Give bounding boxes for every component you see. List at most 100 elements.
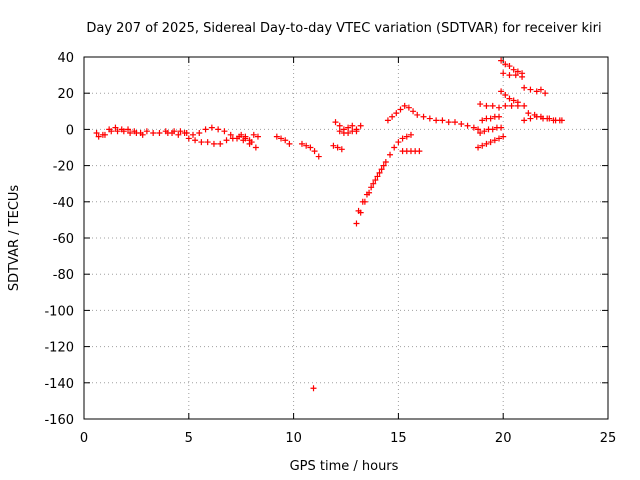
data-point <box>410 108 417 115</box>
data-point <box>204 139 211 146</box>
data-point <box>368 184 375 191</box>
data-point <box>353 220 360 227</box>
data-point <box>496 113 503 120</box>
data-point <box>506 63 513 70</box>
y-tick-label: -100 <box>44 304 74 319</box>
data-point <box>254 133 261 140</box>
data-point <box>278 135 285 142</box>
data-point <box>500 133 507 140</box>
data-point <box>372 177 379 184</box>
x-tick-label: 25 <box>600 431 617 446</box>
data-point <box>330 142 337 149</box>
data-point <box>512 72 519 79</box>
data-point <box>353 128 360 135</box>
data-point <box>196 130 203 137</box>
data-point <box>464 122 471 129</box>
data-point <box>156 130 163 137</box>
data-point <box>374 173 381 180</box>
data-point <box>338 146 345 153</box>
data-point <box>378 166 385 173</box>
y-tick-label: -20 <box>53 160 74 175</box>
data-point <box>489 126 496 133</box>
data-point <box>217 140 224 147</box>
data-point <box>282 137 289 144</box>
data-point <box>227 131 234 138</box>
data-point <box>498 124 505 131</box>
data-point <box>514 99 521 106</box>
data-point <box>380 162 387 169</box>
data-point <box>223 137 230 144</box>
data-point <box>496 135 503 142</box>
data-point <box>120 128 127 135</box>
y-tick-label: -60 <box>53 232 74 247</box>
data-point <box>481 128 488 135</box>
data-point <box>198 139 205 146</box>
y-tick-label: -160 <box>44 413 74 428</box>
data-point <box>527 115 534 122</box>
data-point <box>395 139 402 146</box>
data-point <box>387 151 394 158</box>
data-point <box>451 119 458 126</box>
data-point <box>496 104 503 111</box>
data-point <box>202 126 209 133</box>
data-point <box>185 135 192 142</box>
data-point <box>171 128 178 135</box>
data-point <box>525 110 532 117</box>
data-point <box>542 90 549 97</box>
data-point <box>336 128 343 135</box>
data-point <box>487 115 494 122</box>
data-point <box>393 110 400 117</box>
data-point <box>359 198 366 205</box>
data-point <box>414 111 421 118</box>
data-point <box>470 124 477 131</box>
data-point <box>433 117 440 124</box>
data-point <box>143 128 150 135</box>
grid-lines <box>84 57 608 419</box>
data-point <box>514 68 521 75</box>
data-point <box>242 133 249 140</box>
data-point <box>175 131 182 138</box>
plot-frame <box>83 56 609 420</box>
data-point <box>164 130 171 137</box>
data-point <box>112 124 119 131</box>
data-point <box>399 135 406 142</box>
data-point <box>521 117 528 124</box>
data-point <box>477 130 484 137</box>
data-point <box>183 130 190 137</box>
data-point <box>521 84 528 91</box>
data-point <box>405 104 412 111</box>
data-point <box>238 131 245 138</box>
data-point <box>93 130 100 137</box>
data-point <box>252 144 259 151</box>
y-tick-label: 20 <box>57 87 74 102</box>
data-point <box>286 140 293 147</box>
data-point <box>416 148 423 155</box>
data-point <box>150 130 157 137</box>
data-point <box>483 140 490 147</box>
data-point <box>334 144 341 151</box>
tick-labels: 0 5 10 15 20 25 40 20 0 -20 -40 -60 -80 -100 -120 -140 -… <box>44 51 616 446</box>
data-point <box>510 66 517 73</box>
data-point <box>479 117 486 124</box>
y-tick-label: -80 <box>53 268 74 283</box>
data-point <box>250 131 257 138</box>
data-point <box>498 88 505 95</box>
chart-title: Day 207 of 2025, Sidereal Day-to-day VTE… <box>86 21 601 36</box>
data-point <box>483 102 490 109</box>
data-point <box>307 144 314 151</box>
x-tick-label: 15 <box>390 431 407 446</box>
data-point <box>311 148 318 155</box>
data-point <box>210 140 217 147</box>
data-point <box>544 115 551 122</box>
data-point <box>208 124 215 131</box>
data-point <box>519 73 526 80</box>
data-point <box>349 122 356 129</box>
data-point <box>426 115 433 122</box>
x-tick-label: 5 <box>185 431 193 446</box>
y-axis-label: SDTVAR / TECUs <box>7 185 22 292</box>
data-point <box>401 102 408 109</box>
x-axis-label: GPS time / hours <box>290 459 399 474</box>
data-point <box>389 113 396 120</box>
data-point <box>310 385 317 392</box>
data-point <box>177 128 184 135</box>
